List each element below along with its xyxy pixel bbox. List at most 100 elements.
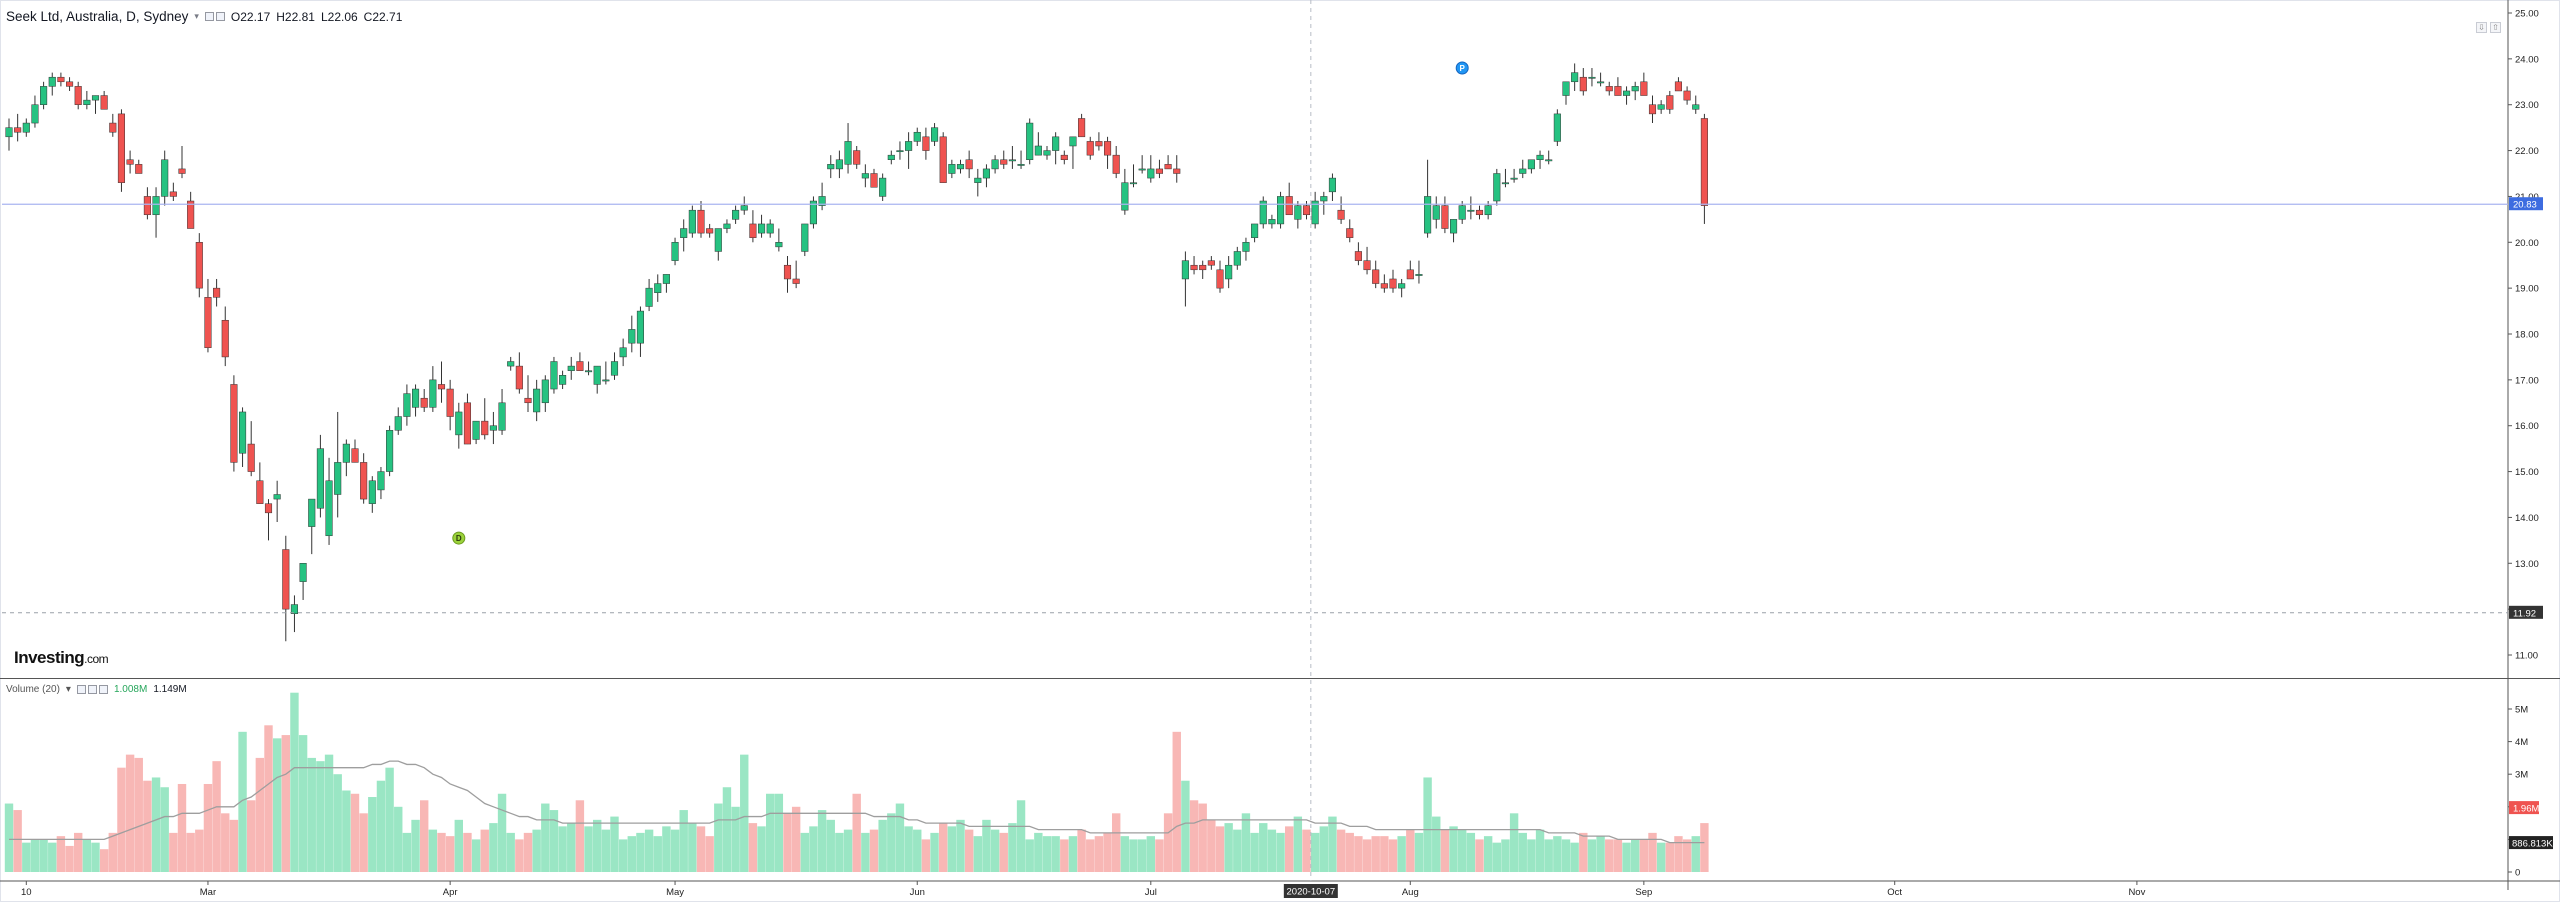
candle-body <box>905 141 913 151</box>
chevron-down-icon[interactable]: ▾ <box>194 11 199 21</box>
candle-body <box>1026 122 1034 160</box>
candle-body <box>723 223 731 229</box>
volume-bar <box>342 790 351 872</box>
candle-body <box>1346 228 1354 238</box>
volume-bar <box>1285 826 1294 872</box>
volume-bar <box>428 829 438 872</box>
volume-bar <box>1700 823 1709 872</box>
price-tick-label: 19.00 <box>2515 284 2539 295</box>
volume-bar <box>1535 829 1545 872</box>
arrow-up-icon[interactable]: ⇧ <box>2490 22 2501 33</box>
volume-bar <box>22 842 31 872</box>
volume-bar <box>593 819 602 872</box>
candle-body <box>239 411 247 454</box>
candle-body <box>766 223 774 234</box>
volume-bar <box>1483 836 1493 872</box>
candle-body <box>66 81 74 87</box>
candle-body <box>1000 159 1008 165</box>
volume-bar <box>281 735 290 872</box>
legend-buttons[interactable] <box>204 12 225 21</box>
candle-body <box>610 361 619 376</box>
candle-body <box>429 379 437 408</box>
candle-body <box>282 549 290 610</box>
volume-bar <box>1068 836 1078 872</box>
volume-bar <box>1466 832 1476 872</box>
current-volume-badge-bg <box>2509 801 2539 815</box>
volume-bar <box>1561 839 1571 872</box>
candle-body <box>1536 154 1544 160</box>
volume-bar <box>1051 836 1060 872</box>
volume-bar <box>843 829 853 872</box>
volume-bar <box>1380 836 1389 872</box>
volume-bar <box>186 832 195 872</box>
volume-bar <box>567 823 576 872</box>
volume-bar <box>160 787 169 872</box>
candle-body <box>567 365 575 371</box>
candle-body <box>870 173 878 188</box>
volume-bar <box>221 813 230 872</box>
symbol-title[interactable]: Seek Ltd, Australia, D, Sydney <box>6 9 189 24</box>
candle-body <box>1467 209 1475 212</box>
candle-body <box>1328 177 1337 193</box>
volume-bar <box>264 725 273 872</box>
volume-bar <box>956 819 965 872</box>
volume-title[interactable]: Volume (20) <box>6 684 60 695</box>
candle-body <box>195 242 203 289</box>
candle-body <box>974 177 982 183</box>
volume-bar <box>1440 829 1450 872</box>
candle-body <box>1181 260 1189 280</box>
logo-suffix: .com <box>84 652 109 666</box>
candle-body <box>818 196 826 206</box>
candle-body <box>221 319 229 358</box>
candle-body <box>688 209 696 234</box>
candle-body <box>1389 278 1397 289</box>
volume-bar <box>1155 839 1164 872</box>
volume-bar <box>1016 800 1026 872</box>
volume-bar <box>1025 839 1034 872</box>
candle-body <box>1579 76 1587 92</box>
candle-body <box>697 209 705 234</box>
volume-bar <box>1233 829 1242 872</box>
volume-bar <box>636 832 645 872</box>
volume-bar <box>973 836 982 872</box>
candle-body <box>1441 205 1449 229</box>
candle-body <box>1432 205 1440 220</box>
volume-bar <box>368 797 377 872</box>
volume-bar <box>1086 839 1095 872</box>
candle-body <box>550 361 558 390</box>
candle-body <box>74 86 82 105</box>
eye-icon[interactable] <box>76 685 86 694</box>
volume-bar <box>644 829 654 872</box>
candle-body <box>956 164 965 170</box>
candle-body <box>1017 164 1025 166</box>
volume-bar <box>584 826 593 872</box>
candle-body <box>1398 283 1406 289</box>
volume-bar <box>1336 829 1346 872</box>
candle-body <box>576 361 584 371</box>
min-price-badge: 11.92 <box>2509 605 2543 619</box>
candle-body <box>403 393 411 417</box>
volume-bar <box>731 806 740 872</box>
arrow-down-icon[interactable]: ⇩ <box>2476 22 2487 33</box>
volume-bar <box>1112 813 1121 872</box>
pane-buttons[interactable]: ⇩ ⇧ <box>2476 22 2501 33</box>
candle-body <box>230 384 238 463</box>
settings-icon[interactable] <box>215 12 225 21</box>
settings-icon[interactable] <box>87 685 97 694</box>
candle-body <box>446 388 454 417</box>
close-icon[interactable] <box>98 685 108 694</box>
volume-bar <box>887 813 896 872</box>
volume-bar <box>1665 842 1674 872</box>
candle-body <box>1363 260 1371 271</box>
candle-body <box>1086 141 1094 156</box>
volume-bar <box>1328 816 1337 872</box>
chevron-down-icon[interactable]: ▾ <box>65 684 71 695</box>
x-tick-label: Oct <box>1887 887 1902 898</box>
volume-legend-buttons[interactable] <box>76 685 108 694</box>
marker-label: P <box>1460 64 1466 73</box>
eye-icon[interactable] <box>204 12 214 21</box>
volume-bar <box>688 823 697 872</box>
candle-body <box>1380 283 1388 289</box>
volume-bar <box>1544 839 1553 872</box>
